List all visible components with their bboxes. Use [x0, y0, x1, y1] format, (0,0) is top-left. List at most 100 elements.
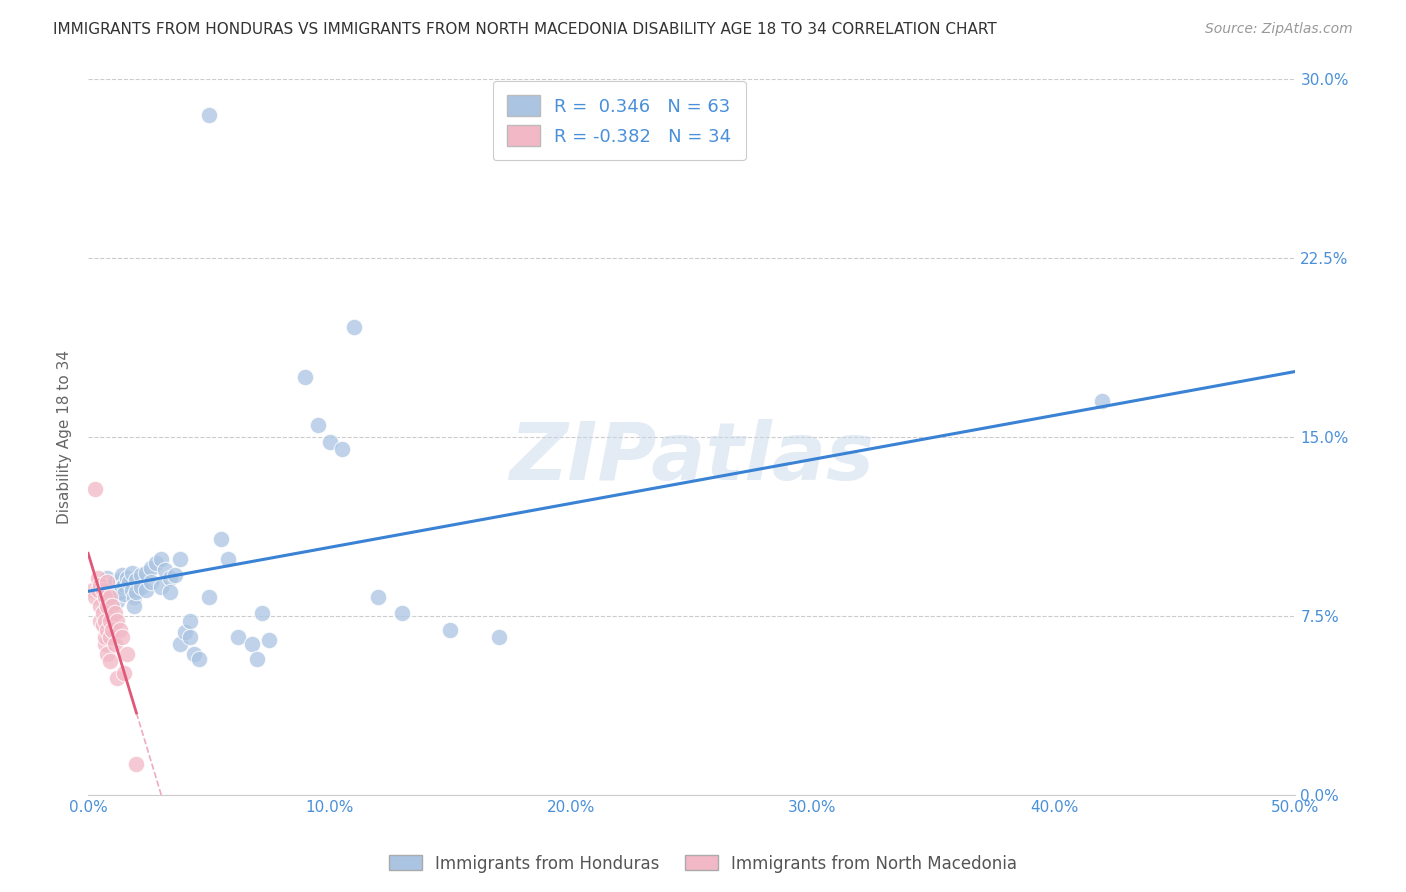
Point	[89, 578, 111, 592]
Point	[307, 417, 329, 432]
Point	[87, 582, 110, 597]
Point	[343, 320, 366, 334]
Point	[169, 637, 191, 651]
Point	[125, 585, 148, 599]
Point	[226, 630, 249, 644]
Point	[98, 614, 121, 628]
Point	[105, 614, 128, 628]
Point	[105, 582, 128, 597]
Point	[94, 637, 117, 651]
Point	[188, 651, 211, 665]
Point	[105, 594, 128, 608]
Point	[89, 599, 111, 614]
Point	[96, 599, 118, 614]
Point	[149, 580, 172, 594]
Point	[198, 590, 221, 604]
Point	[488, 630, 510, 644]
Point	[104, 607, 127, 621]
Point	[129, 580, 152, 594]
Text: Source: ZipAtlas.com: Source: ZipAtlas.com	[1205, 22, 1353, 37]
Point	[135, 582, 157, 597]
Point	[1091, 394, 1114, 409]
Point	[104, 587, 127, 601]
Point	[217, 551, 239, 566]
Point	[122, 590, 145, 604]
Point	[391, 607, 413, 621]
Point	[98, 654, 121, 668]
Point	[118, 575, 141, 590]
Y-axis label: Disability Age 18 to 34: Disability Age 18 to 34	[58, 350, 72, 524]
Point	[149, 551, 172, 566]
Point	[159, 571, 181, 585]
Point	[125, 573, 148, 587]
Point	[91, 618, 114, 632]
Point	[104, 637, 127, 651]
Point	[91, 607, 114, 621]
Point	[209, 533, 232, 547]
Point	[111, 630, 134, 644]
Point	[145, 556, 167, 570]
Point	[84, 483, 107, 497]
Point	[135, 566, 157, 580]
Point	[165, 568, 187, 582]
Point	[257, 632, 280, 647]
Point	[129, 568, 152, 582]
Text: ZIPatlas: ZIPatlas	[509, 419, 875, 498]
Point	[89, 578, 111, 592]
Point	[173, 625, 195, 640]
Point	[96, 623, 118, 637]
Point	[89, 614, 111, 628]
Point	[179, 630, 201, 644]
Point	[104, 575, 127, 590]
Point	[101, 599, 124, 614]
Point	[112, 666, 135, 681]
Point	[159, 585, 181, 599]
Point	[240, 637, 263, 651]
Point	[112, 578, 135, 592]
Legend: Immigrants from Honduras, Immigrants from North Macedonia: Immigrants from Honduras, Immigrants fro…	[382, 848, 1024, 880]
Point	[250, 607, 273, 621]
Point	[111, 580, 134, 594]
Point	[101, 623, 124, 637]
Point	[198, 108, 221, 122]
Point	[111, 568, 134, 582]
Point	[112, 587, 135, 601]
Point	[294, 370, 316, 384]
Point	[96, 571, 118, 585]
Point	[169, 551, 191, 566]
Point	[439, 623, 461, 637]
Point	[108, 585, 131, 599]
Point	[101, 592, 124, 607]
Point	[115, 647, 138, 661]
Point	[246, 651, 269, 665]
Point	[98, 630, 121, 644]
Point	[91, 582, 114, 597]
Point	[84, 590, 107, 604]
Legend: R =  0.346   N = 63, R = -0.382   N = 34: R = 0.346 N = 63, R = -0.382 N = 34	[494, 81, 745, 161]
Point	[94, 590, 117, 604]
Point	[96, 575, 118, 590]
Point	[318, 434, 340, 449]
Point	[139, 561, 162, 575]
Text: IMMIGRANTS FROM HONDURAS VS IMMIGRANTS FROM NORTH MACEDONIA DISABILITY AGE 18 TO: IMMIGRANTS FROM HONDURAS VS IMMIGRANTS F…	[53, 22, 997, 37]
Point	[155, 564, 177, 578]
Point	[96, 647, 118, 661]
Point	[94, 614, 117, 628]
Point	[98, 590, 121, 604]
Point	[108, 573, 131, 587]
Point	[121, 582, 143, 597]
Point	[183, 647, 205, 661]
Point	[367, 590, 389, 604]
Point	[82, 582, 104, 597]
Point	[105, 671, 128, 685]
Point	[125, 756, 148, 771]
Point	[139, 575, 162, 590]
Point	[122, 599, 145, 614]
Point	[330, 442, 353, 456]
Point	[98, 590, 121, 604]
Point	[94, 630, 117, 644]
Point	[108, 623, 131, 637]
Point	[94, 582, 117, 597]
Point	[115, 571, 138, 585]
Point	[179, 614, 201, 628]
